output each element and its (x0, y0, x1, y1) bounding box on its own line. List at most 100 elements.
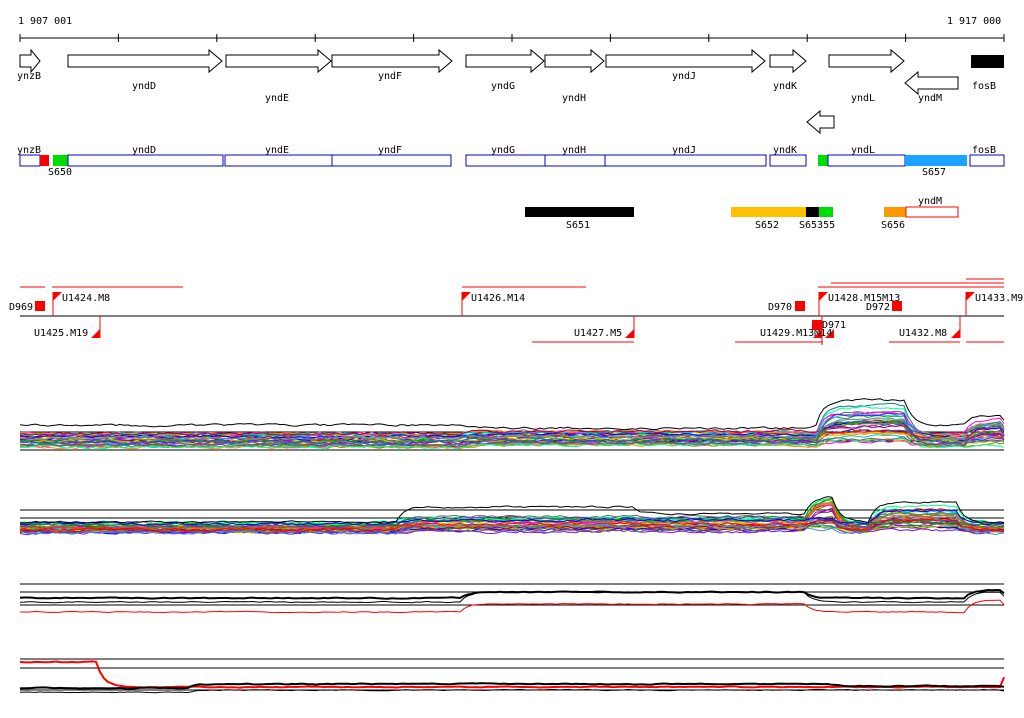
gene-label-yndd: yndD (132, 81, 156, 92)
profile-trace (19, 590, 1005, 604)
gene-box-ynde[interactable] (224, 154, 333, 167)
profile-trace (19, 588, 1005, 600)
coordinate-ruler: 1 907 001 1 917 000 (18, 16, 1005, 42)
box-label-yndf: yndF (378, 145, 402, 156)
box-label-yndl: yndL (851, 145, 875, 156)
gene-box-track: ynzB yndD yndE yndF yndG yndH yndJ yndK … (17, 145, 1005, 178)
reverse-arrow-small (806, 109, 835, 135)
gene-arrow-track: ynzB yndD yndE yndF yndG yndH yndJ yndK (17, 48, 1004, 135)
gene-arrow-yndl[interactable]: yndL (828, 48, 905, 104)
box-label-ynde: yndE (265, 145, 289, 156)
profile-trace (19, 514, 1005, 536)
segment-s653[interactable] (806, 207, 819, 217)
profile-trace (19, 412, 1005, 446)
box-label-ynzb: ynzB (17, 145, 41, 156)
gene-box-yndk[interactable] (769, 154, 807, 167)
segment-label-s650: S650 (48, 167, 72, 178)
marker-d972[interactable]: D972 (866, 301, 902, 313)
profile-trace (19, 660, 1005, 689)
profile-trace (19, 430, 1005, 445)
segment-box-green-small (818, 155, 828, 166)
expression-panel-2 (19, 496, 1005, 536)
transcription-unit-track: U1424.M8 U1425.M19 U1426.M14 U1427.M5 U1… (9, 278, 1023, 345)
profile-trace (19, 421, 1005, 449)
gene-box-yndj[interactable] (604, 154, 767, 167)
profile-trace (19, 496, 1005, 524)
marker-label-u1427: U1427.M5 (574, 328, 622, 339)
marker-u1429-cluster[interactable]: U1429.M13M14 (760, 316, 834, 345)
marker-label-u1428-cluster: U1428.M15M13 (828, 293, 900, 304)
profile-trace (19, 424, 1005, 436)
marker-u1425[interactable]: U1425.M19 (34, 316, 101, 339)
profile-trace (20, 429, 1005, 447)
gene-label-ynzb: ynzB (17, 71, 41, 82)
gene-box-yndd[interactable] (67, 154, 224, 167)
segment-yndm-box[interactable] (905, 206, 959, 218)
marker-u1424[interactable]: U1424.M8 (52, 292, 110, 316)
segment-box-s657[interactable] (905, 155, 967, 166)
box-label-fosb: fosB (972, 145, 996, 156)
profile-trace (19, 502, 1005, 532)
gene-box-yndg[interactable] (465, 154, 546, 167)
segment-label-s656: S656 (881, 220, 905, 231)
profile-trace (19, 405, 1005, 440)
gene-box-yndl[interactable] (827, 154, 906, 167)
gene-arrow-yndd[interactable]: yndD (67, 48, 223, 92)
expression-panel-3 (19, 583, 1005, 614)
gene-arrow-yndh[interactable]: yndH (544, 48, 605, 104)
profile-trace (19, 417, 1005, 441)
segment-label-yndm: yndM (918, 196, 942, 207)
marker-label-d970: D970 (768, 302, 792, 313)
segment-s652[interactable] (731, 207, 806, 217)
profile-trace (19, 509, 1005, 527)
segment-label-s653-s655: S65355 (799, 220, 835, 231)
segment-s656[interactable] (884, 207, 906, 217)
gene-label-yndk: yndK (773, 81, 797, 92)
segment-s651[interactable] (525, 207, 634, 217)
box-label-yndh: yndH (562, 145, 586, 156)
gene-box-fosb[interactable] (969, 154, 1005, 167)
segment-box-s650[interactable] (53, 155, 68, 166)
segment-label-s657: S657 (922, 167, 946, 178)
marker-label-u1433: U1433.M9 (975, 293, 1023, 304)
gene-label-yndm: yndM (918, 93, 942, 104)
marker-label-u1429-cluster: U1429.M13M14 (760, 328, 832, 339)
profile-trace (19, 688, 1005, 694)
marker-d969[interactable]: D969 (9, 301, 45, 313)
gene-arrow-yndj[interactable]: yndJ (605, 48, 766, 82)
profile-trace (19, 421, 1005, 439)
marker-label-d972: D972 (866, 302, 890, 313)
marker-u1433[interactable]: U1433.M9 (965, 292, 1023, 316)
gene-arrow-yndg[interactable]: yndG (465, 48, 545, 92)
marker-label-d969: D969 (9, 302, 33, 313)
gene-arrow-yndm[interactable]: yndM (904, 70, 959, 104)
gene-label-fosb: fosB (972, 81, 996, 92)
segment-track: S651 S652 S65355 S656 yndM (525, 196, 959, 231)
gene-label-yndh: yndH (562, 93, 586, 104)
gene-label-yndj: yndJ (672, 71, 696, 82)
marker-d970[interactable]: D970 (768, 301, 805, 313)
marker-label-u1432: U1432.M8 (899, 328, 947, 339)
expression-panel-4 (19, 658, 1005, 694)
segment-s655[interactable] (819, 207, 833, 217)
box-label-yndk: yndK (773, 145, 797, 156)
gene-label-yndl: yndL (851, 93, 875, 104)
marker-d971[interactable]: D971 (812, 320, 846, 331)
marker-label-u1425: U1425.M19 (34, 328, 88, 339)
gene-box-yndf[interactable] (331, 154, 452, 167)
gene-arrow-ynzb[interactable]: ynzB (17, 48, 41, 82)
marker-u1427[interactable]: U1427.M5 (574, 316, 635, 339)
gene-arrow-yndk[interactable]: yndK (769, 48, 807, 92)
gene-arrow-yndf[interactable]: yndF (331, 48, 453, 82)
marker-u1428-cluster[interactable]: U1428.M15M13 (818, 292, 900, 316)
gene-box-ynzb[interactable] (19, 154, 41, 167)
marker-u1426[interactable]: U1426.M14 (461, 292, 525, 316)
ruler-end-label: 1 917 000 (947, 16, 1001, 27)
marker-box-red (40, 155, 49, 166)
gene-arrow-fosb[interactable]: fosB (971, 55, 1004, 92)
marker-label-u1424: U1424.M8 (62, 293, 110, 304)
marker-u1432[interactable]: U1432.M8 (899, 316, 961, 339)
gene-box-yndh[interactable] (544, 154, 606, 167)
gene-arrow-ynde[interactable]: yndE (225, 48, 332, 104)
